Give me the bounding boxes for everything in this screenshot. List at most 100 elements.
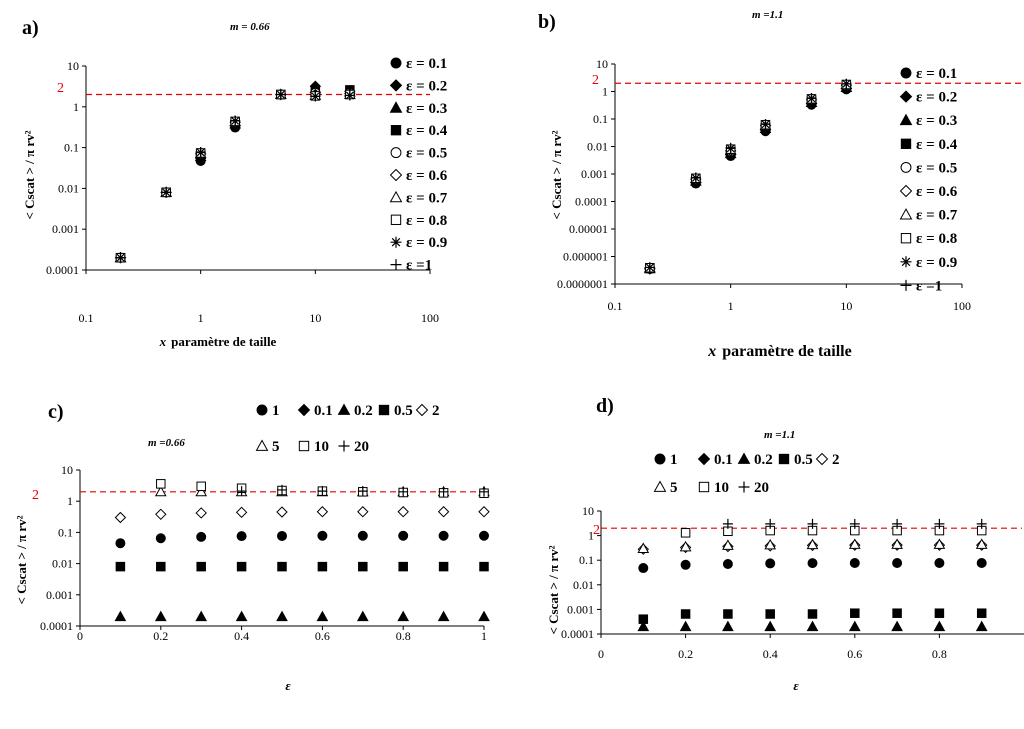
x-tick-label: 0 [598, 647, 604, 661]
data-point [235, 610, 248, 622]
x-tick-label: 10 [840, 299, 852, 313]
panel-d-marks [637, 518, 988, 632]
data-point [806, 93, 817, 104]
data-point [161, 187, 172, 198]
legend-marker [390, 236, 402, 248]
data-point [976, 557, 987, 568]
data-point [115, 252, 126, 263]
legend-marker [378, 404, 390, 416]
legend-label: 5 [272, 439, 280, 455]
x-tick-label: 0.2 [153, 629, 168, 643]
x-tick-label: 0.1 [79, 311, 94, 325]
x-tick-label: 100 [953, 299, 971, 313]
y-tick-label: 0.00001 [569, 222, 608, 236]
legend-label: ε = 0.4 [406, 123, 448, 139]
data-point [277, 530, 287, 541]
data-point [114, 610, 127, 622]
panel-d-letter: d) [596, 395, 614, 417]
legend-label: 5 [670, 480, 678, 496]
data-point [680, 528, 691, 538]
data-point [438, 561, 449, 572]
y-tick-label: 0.1 [579, 553, 594, 567]
panel-c-letter: c) [48, 401, 64, 423]
panel-d-m-label: m =1.1 [764, 429, 795, 441]
legend-label: ε = 0.6 [406, 168, 448, 184]
y-tick-label: 0.0001 [46, 263, 79, 277]
panel-b-xlabel: x paramètre de taille [707, 343, 851, 360]
legend-marker [298, 440, 310, 452]
legend-marker [389, 190, 403, 203]
data-point [357, 530, 368, 541]
legend-label: 0.1 [314, 403, 333, 419]
legend-label: ε = 0.7 [406, 190, 448, 206]
data-point [155, 508, 167, 521]
panel-a-legend: ε = 0.1 ε = 0.2 ε = 0.3 ε = 0.4 ε = 0.5 ε = 0… [389, 56, 448, 274]
x-tick-label: 0 [77, 629, 83, 643]
data-point [276, 610, 288, 622]
legend-marker [390, 147, 402, 159]
panel-d-ylabel: < Cscat > / π rv² [546, 545, 561, 634]
data-point [644, 262, 655, 273]
y-tick-label: 1 [588, 529, 594, 543]
data-point [806, 620, 819, 632]
legend-label: ε = 0.8 [916, 231, 957, 247]
data-point [317, 486, 328, 497]
data-point [195, 147, 206, 158]
data-point [679, 620, 692, 632]
data-point [154, 610, 167, 622]
legend-marker [415, 403, 429, 417]
data-point [849, 557, 860, 568]
legend-label: 2 [432, 403, 440, 419]
legend-marker [654, 453, 666, 465]
legend-marker [390, 57, 402, 69]
legend-marker [900, 138, 912, 149]
legend-label: 0.2 [754, 452, 773, 468]
legend-label: 0.5 [794, 452, 813, 468]
legend-marker [338, 440, 350, 452]
legend-label: 0.2 [354, 403, 373, 419]
y-tick-label: 10 [596, 57, 608, 71]
legend-label: 0.5 [394, 403, 413, 419]
legend-label: 10 [714, 480, 729, 496]
data-point [933, 538, 946, 549]
data-point [156, 561, 166, 572]
y-tick-label: 10 [67, 59, 79, 73]
panel-c-ref-label: 2 [32, 488, 39, 503]
legend-marker [653, 480, 667, 492]
data-point [807, 609, 818, 619]
data-point [765, 609, 775, 619]
panel-a-letter: a) [22, 17, 39, 39]
legend-marker [900, 256, 912, 268]
data-point [764, 620, 777, 632]
legend-marker [899, 184, 913, 198]
panel-a-ylabel: < Cscat > / π rv² [22, 130, 37, 219]
legend-label: ε = 0.2 [916, 90, 957, 106]
panel-a-axes: 0.0001 0.001 0.01 0.1 1 10 0.1 1 10 100 [46, 59, 439, 325]
y-tick-label: 1 [73, 100, 79, 114]
panel-d-xlabel: ε [793, 678, 799, 693]
data-point [638, 614, 649, 624]
data-point [196, 481, 206, 492]
legend-marker [698, 481, 710, 493]
panel-a-ref-label: 2 [57, 81, 64, 96]
data-point [398, 561, 408, 572]
y-tick-label: 0.1 [64, 141, 79, 155]
legend-marker [255, 439, 269, 451]
data-point [891, 538, 903, 549]
data-point [357, 506, 369, 518]
data-point [478, 506, 490, 518]
y-tick-label: 0.1 [593, 112, 608, 126]
data-point [398, 530, 409, 541]
legend-marker [899, 208, 913, 220]
data-point [236, 561, 247, 572]
data-point [317, 561, 328, 572]
data-point [638, 563, 649, 574]
legend-label: ε = 0.3 [406, 101, 447, 117]
legend-marker [390, 125, 402, 136]
data-point [317, 530, 328, 541]
data-point [725, 142, 736, 153]
data-point [479, 561, 489, 572]
y-tick-label: 0.0001 [575, 195, 608, 209]
y-tick-label: 0.001 [52, 222, 79, 236]
data-point [155, 533, 166, 544]
